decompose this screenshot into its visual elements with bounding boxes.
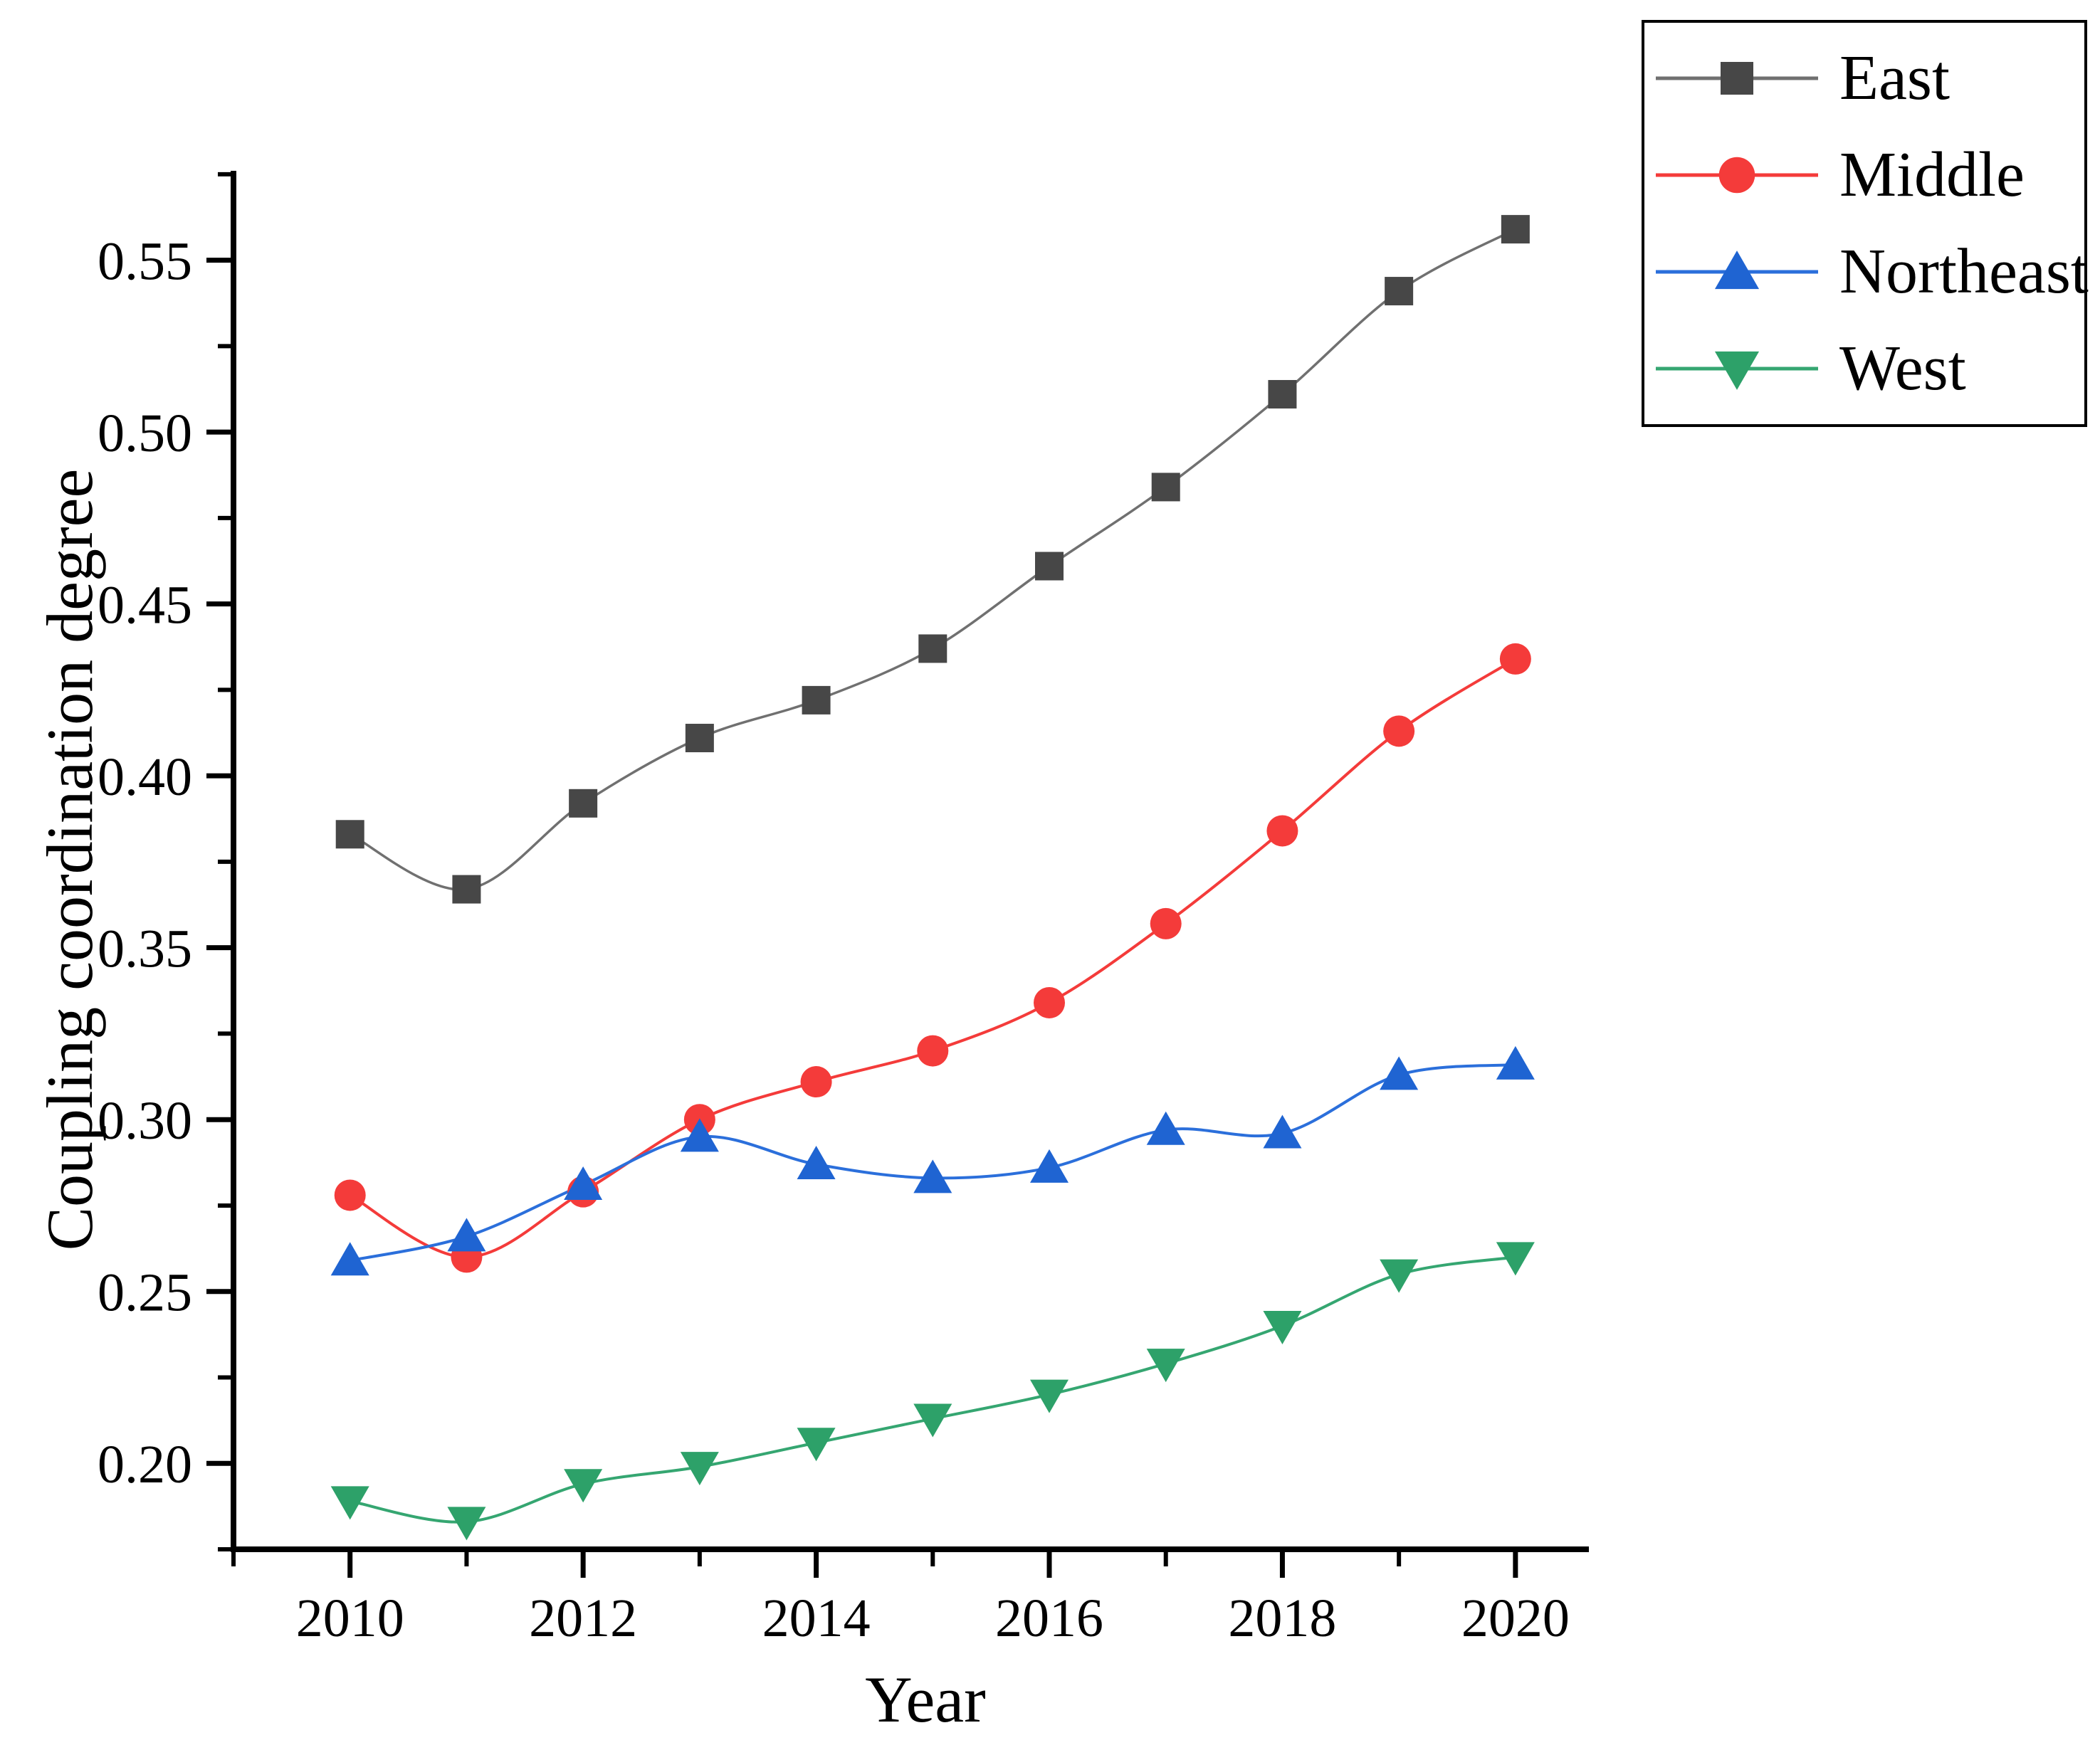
svg-text:0.20: 0.20: [98, 1435, 192, 1495]
legend-label: Middle: [1839, 139, 2025, 210]
legend-item-middle: Middle: [1652, 139, 2080, 211]
legend-box: East Middle Northeast West: [1642, 20, 2089, 427]
legend-label: Northeast: [1839, 236, 2089, 307]
svg-text:0.35: 0.35: [98, 919, 192, 979]
svg-text:2016: 2016: [995, 1588, 1103, 1648]
svg-text:0.25: 0.25: [98, 1263, 192, 1323]
svg-text:2012: 2012: [529, 1588, 637, 1648]
svg-text:0.50: 0.50: [98, 404, 192, 463]
svg-text:0.45: 0.45: [98, 576, 192, 636]
svg-text:2010: 2010: [296, 1588, 404, 1648]
middle-circle-marker-icon: [1652, 139, 1822, 211]
svg-text:2020: 2020: [1461, 1588, 1570, 1648]
legend-item-east: East: [1652, 43, 2080, 114]
svg-text:0.30: 0.30: [98, 1091, 192, 1151]
legend-item-west: West: [1652, 333, 2080, 404]
legend-label: West: [1839, 333, 1966, 404]
east-square-marker-icon: [1652, 43, 1822, 114]
northeast-triangle-up-marker-icon: [1652, 236, 1822, 307]
legend-label: East: [1839, 43, 1950, 113]
svg-text:2018: 2018: [1228, 1588, 1336, 1648]
svg-text:0.55: 0.55: [98, 232, 192, 292]
y-axis-title: Coupling coordination degree: [33, 468, 106, 1251]
svg-text:2014: 2014: [762, 1588, 871, 1648]
svg-text:0.40: 0.40: [98, 747, 192, 807]
x-axis-title: Year: [865, 1663, 986, 1736]
west-triangle-down-marker-icon: [1652, 333, 1822, 404]
legend-item-northeast: Northeast: [1652, 236, 2089, 307]
